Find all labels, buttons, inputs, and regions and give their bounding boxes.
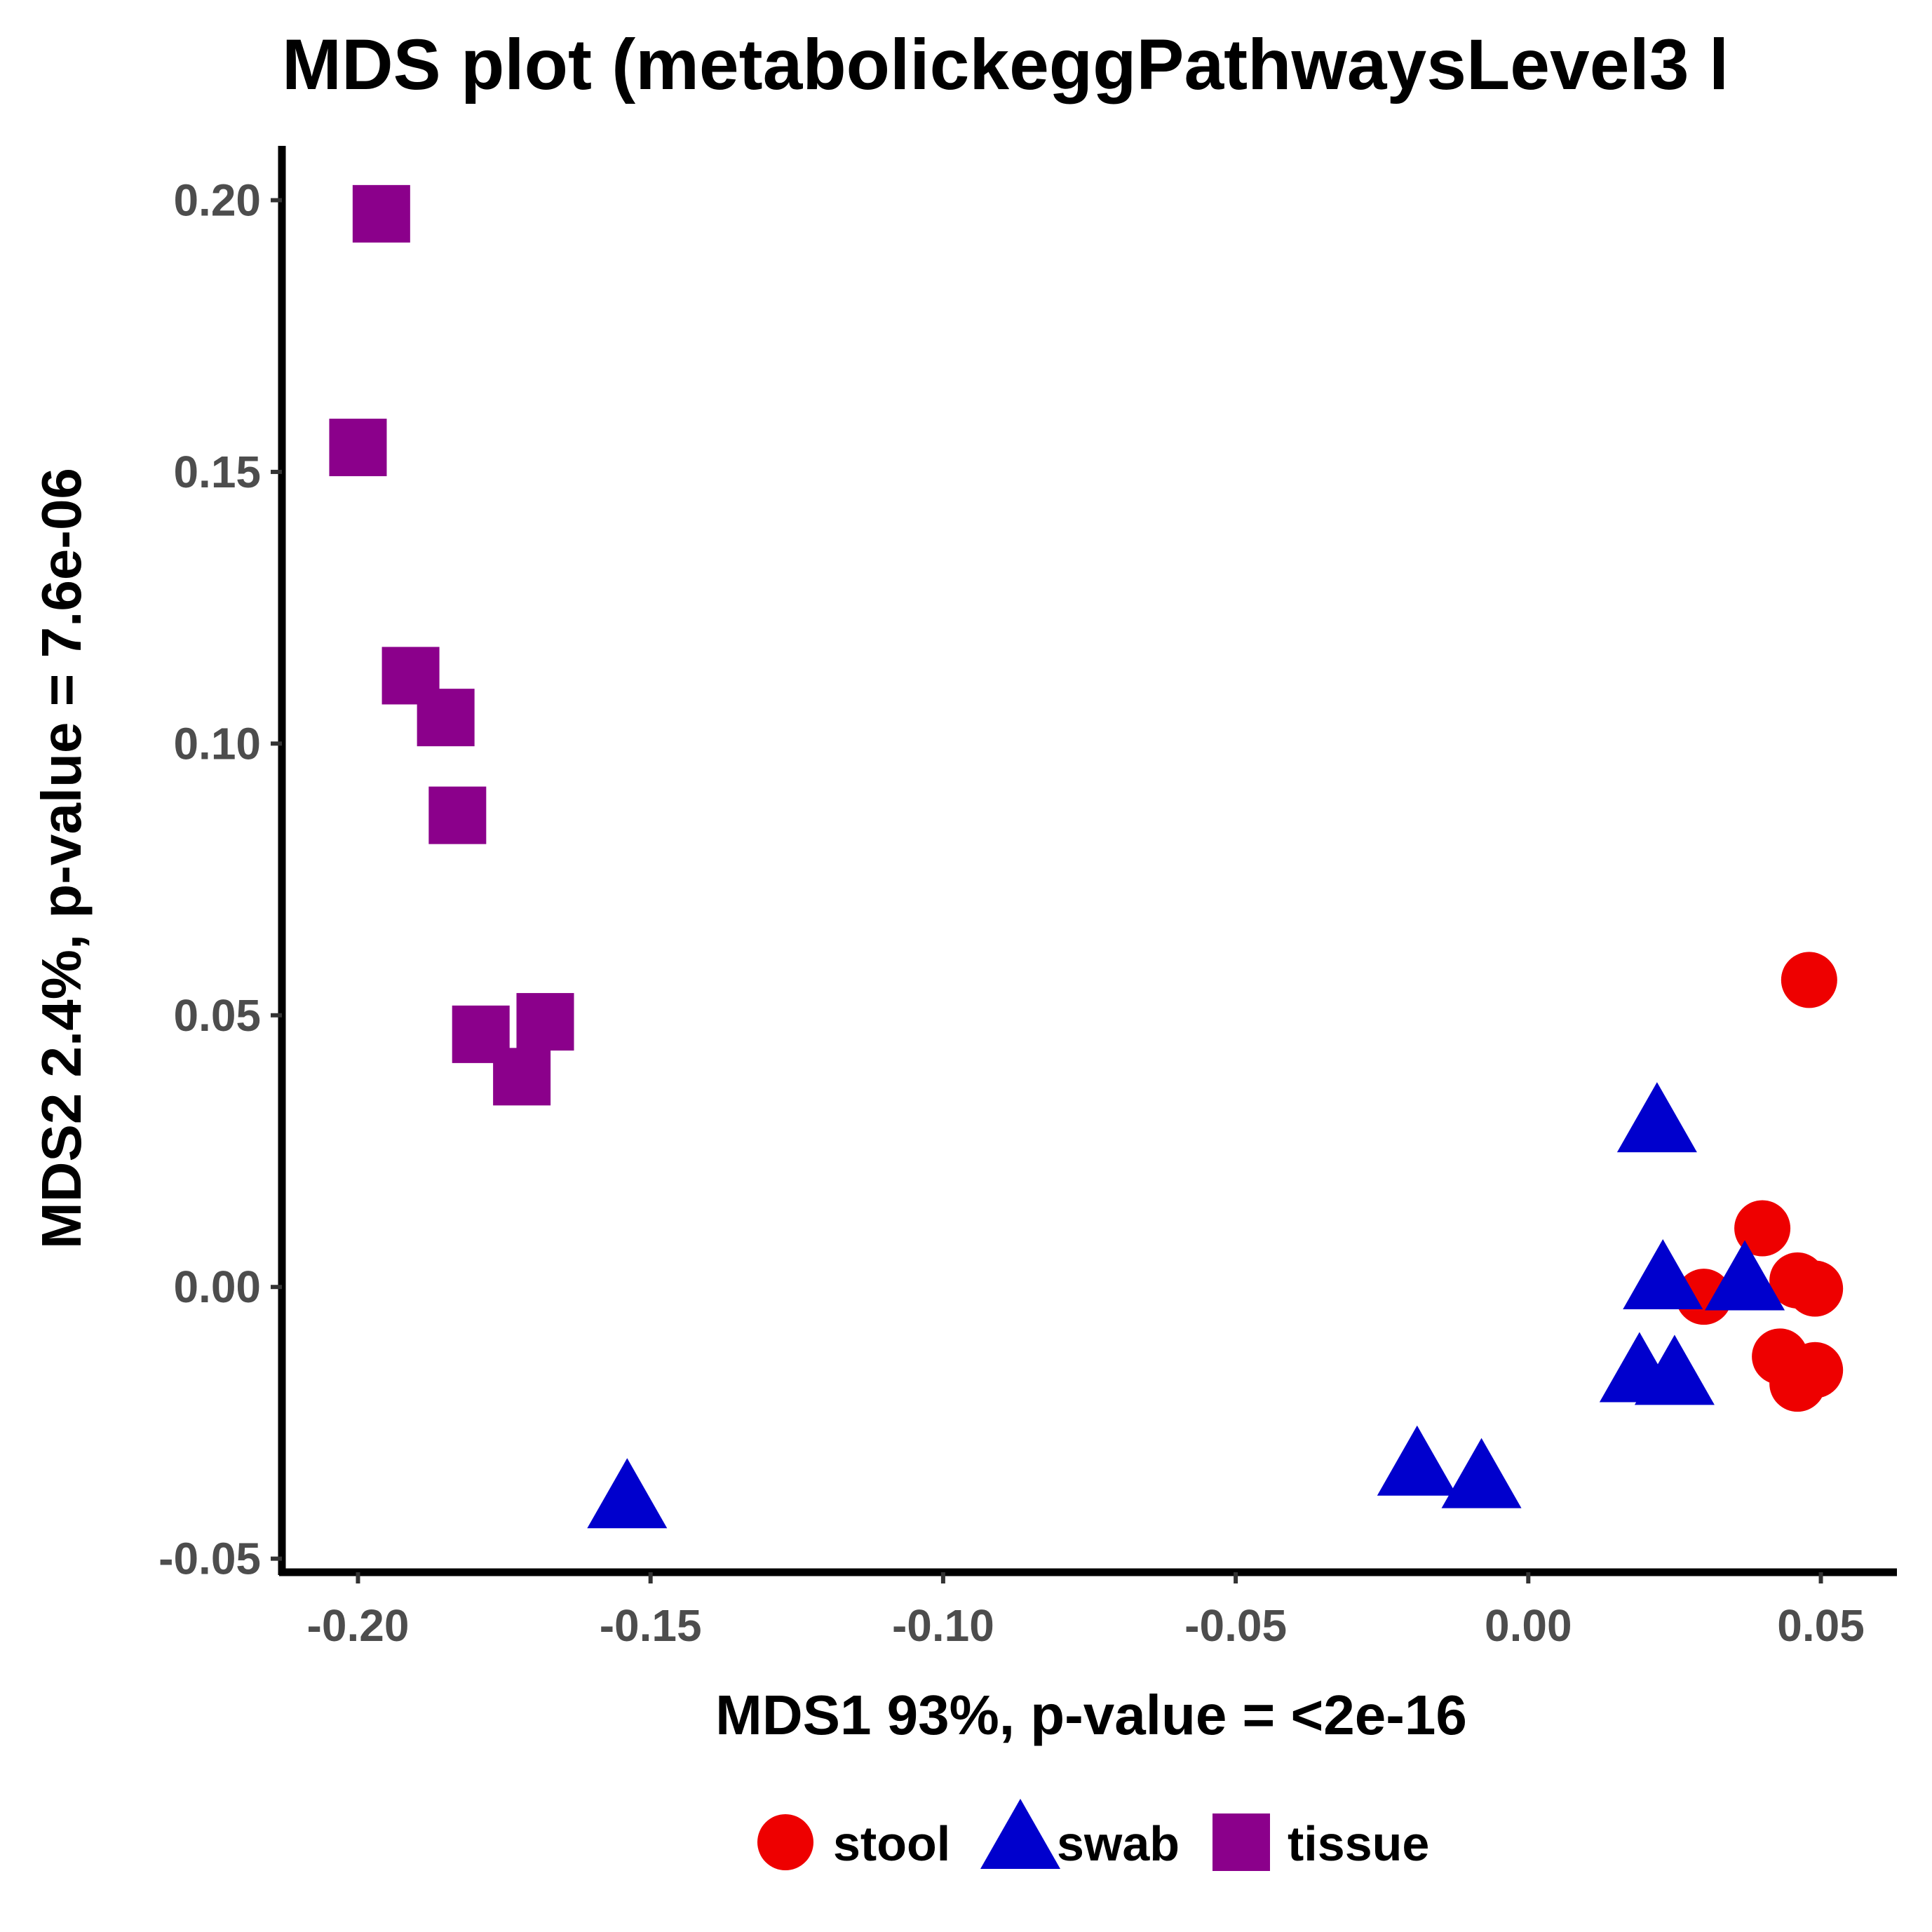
data-point-tissue xyxy=(417,689,475,747)
data-point-stool xyxy=(1734,1200,1791,1257)
data-point-stool xyxy=(1781,952,1837,1008)
data-points xyxy=(329,184,1844,1529)
x-tick-label: -0.20 xyxy=(307,1600,410,1651)
x-tick-label: -0.05 xyxy=(1184,1600,1287,1651)
y-axis-label: MDS2 2.4%, p-value = 7.6e-06 xyxy=(30,468,93,1249)
data-point-stool xyxy=(1675,1269,1732,1325)
data-point-tissue xyxy=(428,786,487,844)
legend-key-tissue xyxy=(1212,1813,1270,1871)
chart-title: MDS plot (metabolickeggPathwaysLevel3 l xyxy=(282,25,1729,104)
data-point-swab xyxy=(1705,1240,1785,1311)
x-tick-label: -0.15 xyxy=(600,1600,702,1651)
legend-label-swab: swab xyxy=(1057,1816,1180,1871)
x-tick-label: 0.00 xyxy=(1485,1600,1572,1651)
data-point-swab xyxy=(1634,1335,1715,1405)
legend: stool swab tissue xyxy=(757,1799,1429,1871)
y-tick-label: 0.00 xyxy=(173,1262,261,1312)
data-point-tissue xyxy=(493,1048,551,1106)
data-point-tissue xyxy=(516,993,574,1051)
data-point-stool xyxy=(1787,1260,1844,1317)
data-point-swab xyxy=(1616,1082,1697,1153)
data-point-tissue xyxy=(352,184,410,243)
legend-key-stool xyxy=(757,1814,813,1870)
data-point-swab xyxy=(587,1458,668,1529)
data-point-stool xyxy=(1769,1356,1826,1412)
y-tick-label: 0.05 xyxy=(173,990,261,1041)
legend-label-stool: stool xyxy=(833,1816,950,1871)
y-axis: -0.05 0.00 0.05 0.10 0.15 0.20 xyxy=(158,146,286,1584)
data-point-tissue xyxy=(329,419,387,477)
y-tick-label: 0.20 xyxy=(173,175,261,225)
x-tick-label: 0.05 xyxy=(1777,1600,1865,1651)
x-axis: -0.20 -0.15 -0.10 -0.05 0.00 0.05 xyxy=(279,1568,1897,1651)
legend-label-tissue: tissue xyxy=(1288,1816,1429,1871)
data-point-swab xyxy=(1441,1438,1522,1508)
x-axis-label: MDS1 93%, p-value = <2e-16 xyxy=(715,1684,1467,1746)
data-point-swab xyxy=(1623,1239,1703,1310)
x-tick-label: -0.10 xyxy=(892,1600,994,1651)
y-tick-label: 0.15 xyxy=(173,447,261,497)
y-tick-label: 0.10 xyxy=(173,718,261,769)
legend-key-swab xyxy=(980,1799,1060,1869)
y-tick-label: -0.05 xyxy=(158,1534,261,1584)
data-point-swab xyxy=(1377,1425,1457,1496)
